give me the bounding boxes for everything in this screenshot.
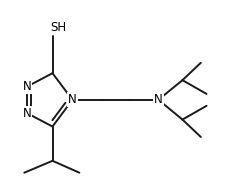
Text: N: N: [153, 93, 162, 106]
Text: N: N: [68, 93, 76, 106]
Text: N: N: [23, 80, 31, 93]
Text: SH: SH: [50, 20, 67, 33]
Text: N: N: [23, 107, 31, 120]
Text: SH: SH: [50, 20, 67, 33]
